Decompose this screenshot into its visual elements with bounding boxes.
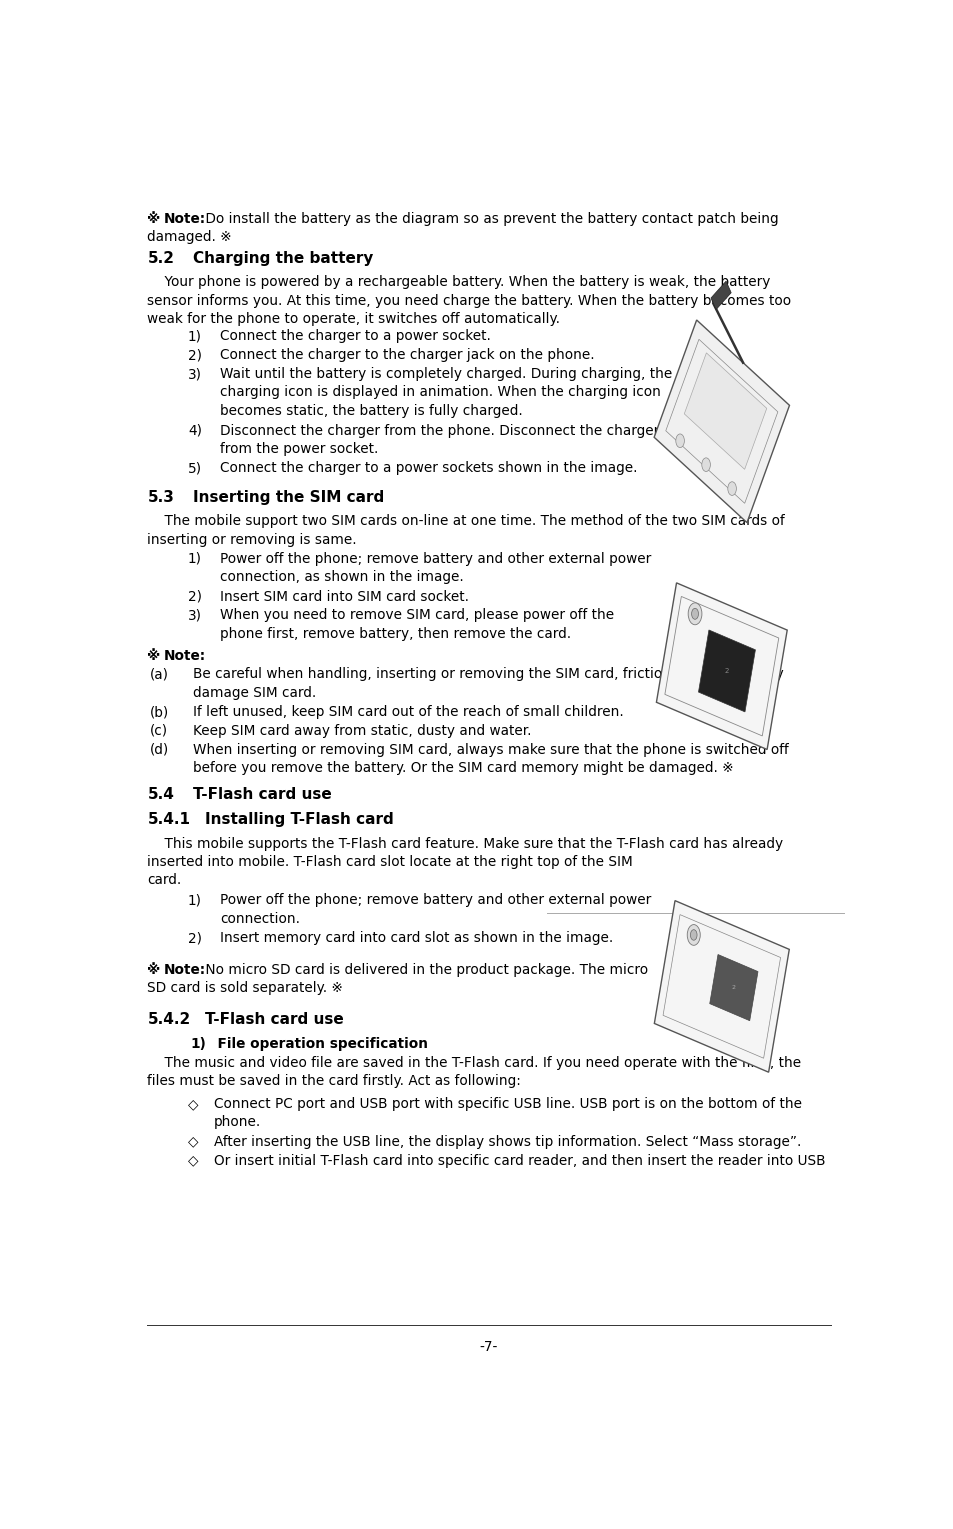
- Text: files must be saved in the card firstly. Act as following:: files must be saved in the card firstly.…: [147, 1075, 520, 1089]
- Text: Connect PC port and USB port with specific USB line. USB port is on the bottom o: Connect PC port and USB port with specif…: [213, 1098, 801, 1112]
- Polygon shape: [662, 914, 780, 1058]
- Circle shape: [701, 457, 710, 471]
- Text: 1): 1): [188, 329, 202, 344]
- Text: charging icon is displayed in animation. When the charging icon: charging icon is displayed in animation.…: [219, 385, 660, 399]
- Text: ◇: ◇: [188, 1098, 198, 1112]
- Text: 2: 2: [724, 668, 728, 674]
- Text: 3): 3): [188, 609, 202, 622]
- Text: Installing T-Flash card: Installing T-Flash card: [205, 812, 394, 827]
- Text: Power off the phone; remove battery and other external power: Power off the phone; remove battery and …: [219, 893, 650, 907]
- Text: Connect the charger to the charger jack on the phone.: Connect the charger to the charger jack …: [219, 349, 594, 362]
- Text: Inserting the SIM card: Inserting the SIM card: [193, 489, 384, 505]
- Text: ◇: ◇: [188, 1153, 198, 1168]
- Text: 2): 2): [188, 349, 202, 362]
- Text: 2: 2: [731, 985, 735, 991]
- Text: No micro SD card is delivered in the product package. The micro: No micro SD card is delivered in the pro…: [200, 963, 647, 977]
- Text: ※: ※: [147, 211, 165, 226]
- Text: Charging the battery: Charging the battery: [193, 251, 374, 266]
- Text: sensor informs you. At this time, you need charge the battery. When the battery : sensor informs you. At this time, you ne…: [147, 294, 791, 307]
- Text: damage SIM card.: damage SIM card.: [193, 685, 316, 700]
- Text: from the power socket.: from the power socket.: [219, 442, 377, 456]
- Text: Insert SIM card into SIM card socket.: Insert SIM card into SIM card socket.: [219, 590, 468, 604]
- Circle shape: [686, 925, 700, 945]
- Circle shape: [675, 434, 683, 448]
- Text: Disconnect the charger from the phone. Disconnect the charger: Disconnect the charger from the phone. D…: [219, 424, 659, 437]
- Circle shape: [687, 602, 701, 625]
- Text: 5.3: 5.3: [147, 489, 174, 505]
- Polygon shape: [710, 281, 730, 309]
- Text: 1): 1): [188, 893, 202, 907]
- Text: If left unused, keep SIM card out of the reach of small children.: If left unused, keep SIM card out of the…: [193, 705, 623, 719]
- Text: ※: ※: [147, 963, 165, 977]
- Polygon shape: [654, 901, 788, 1072]
- Text: 3): 3): [188, 367, 202, 381]
- Text: Connect the charger to a power socket.: Connect the charger to a power socket.: [219, 329, 490, 344]
- Text: T-Flash card use: T-Flash card use: [205, 1012, 343, 1027]
- Text: Note:: Note:: [164, 211, 206, 226]
- Text: T-Flash card use: T-Flash card use: [193, 787, 332, 803]
- Text: card.: card.: [147, 873, 181, 887]
- Polygon shape: [656, 583, 786, 749]
- Text: Do install the battery as the diagram so as prevent the battery contact patch be: Do install the battery as the diagram so…: [200, 211, 778, 226]
- Text: 4): 4): [188, 424, 202, 437]
- Text: 5.4: 5.4: [147, 787, 174, 803]
- Text: 1): 1): [190, 1037, 206, 1050]
- Text: phone.: phone.: [213, 1115, 261, 1130]
- Text: Keep SIM card away from static, dusty and water.: Keep SIM card away from static, dusty an…: [193, 723, 531, 739]
- Text: ※: ※: [147, 648, 165, 662]
- Text: The music and video file are saved in the T-Flash card. If you need operate with: The music and video file are saved in th…: [147, 1057, 801, 1070]
- Text: inserting or removing is same.: inserting or removing is same.: [147, 532, 356, 546]
- Text: connection, as shown in the image.: connection, as shown in the image.: [219, 570, 463, 584]
- Text: connection.: connection.: [219, 911, 299, 925]
- Polygon shape: [683, 353, 766, 469]
- Text: Your phone is powered by a rechargeable battery. When the battery is weak, the b: Your phone is powered by a rechargeable …: [147, 275, 770, 289]
- Text: -7-: -7-: [479, 1339, 497, 1353]
- Text: 5.2: 5.2: [147, 251, 174, 266]
- Text: After inserting the USB line, the display shows tip information. Select “Mass st: After inserting the USB line, the displa…: [213, 1135, 801, 1148]
- Text: The mobile support two SIM cards on-line at one time. The method of the two SIM : The mobile support two SIM cards on-line…: [147, 514, 784, 529]
- Text: 5.4.1: 5.4.1: [147, 812, 191, 827]
- Text: 1): 1): [188, 552, 202, 566]
- Text: 5.4.2: 5.4.2: [147, 1012, 191, 1027]
- Circle shape: [690, 930, 697, 940]
- Text: (d): (d): [150, 743, 169, 757]
- Polygon shape: [654, 320, 789, 523]
- Circle shape: [691, 609, 698, 619]
- Text: When you need to remove SIM card, please power off the: When you need to remove SIM card, please…: [219, 609, 614, 622]
- Text: Power off the phone; remove battery and other external power: Power off the phone; remove battery and …: [219, 552, 650, 566]
- Text: damaged. ※: damaged. ※: [147, 229, 232, 245]
- Polygon shape: [665, 339, 777, 503]
- Text: 5): 5): [188, 462, 202, 476]
- Text: Wait until the battery is completely charged. During charging, the: Wait until the battery is completely cha…: [219, 367, 671, 381]
- Text: weak for the phone to operate, it switches off automatically.: weak for the phone to operate, it switch…: [147, 312, 559, 326]
- Text: Or insert initial T-Flash card into specific card reader, and then insert the re: Or insert initial T-Flash card into spec…: [213, 1153, 824, 1168]
- Polygon shape: [698, 630, 755, 713]
- Text: ◇: ◇: [188, 1135, 198, 1148]
- Text: File operation specification: File operation specification: [208, 1037, 428, 1050]
- Text: Note:: Note:: [164, 963, 206, 977]
- Text: inserted into mobile. T-Flash card slot locate at the right top of the SIM: inserted into mobile. T-Flash card slot …: [147, 855, 633, 868]
- Text: (a): (a): [150, 667, 169, 682]
- Polygon shape: [664, 596, 778, 735]
- Text: phone first, remove battery, then remove the card.: phone first, remove battery, then remove…: [219, 627, 570, 641]
- Text: (b): (b): [150, 705, 169, 719]
- Text: (c): (c): [150, 723, 168, 739]
- Text: becomes static, the battery is fully charged.: becomes static, the battery is fully cha…: [219, 404, 522, 417]
- Circle shape: [727, 482, 736, 495]
- Text: before you remove the battery. Or the SIM card memory might be damaged. ※: before you remove the battery. Or the SI…: [193, 761, 733, 775]
- Text: Insert memory card into card slot as shown in the image.: Insert memory card into card slot as sho…: [219, 931, 613, 945]
- Text: When inserting or removing SIM card, always make sure that the phone is switched: When inserting or removing SIM card, alw…: [193, 743, 788, 757]
- Text: Be careful when handling, inserting or removing the SIM card, friction or bendin: Be careful when handling, inserting or r…: [193, 667, 783, 682]
- Text: SD card is sold separately. ※: SD card is sold separately. ※: [147, 982, 343, 995]
- Polygon shape: [709, 954, 758, 1021]
- Text: 2): 2): [188, 590, 202, 604]
- Text: 2): 2): [188, 931, 202, 945]
- Text: This mobile supports the T-Flash card feature. Make sure that the T-Flash card h: This mobile supports the T-Flash card fe…: [147, 836, 782, 852]
- Text: Connect the charger to a power sockets shown in the image.: Connect the charger to a power sockets s…: [219, 462, 637, 476]
- Text: Note:: Note:: [164, 648, 206, 662]
